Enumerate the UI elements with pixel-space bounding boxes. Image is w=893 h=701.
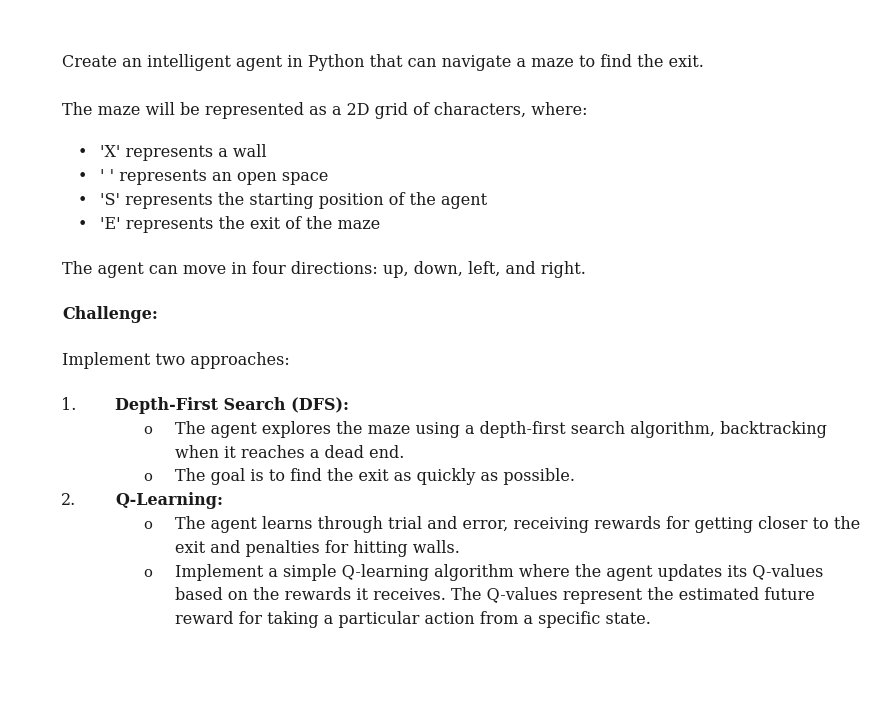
- Text: ' ' represents an open space: ' ' represents an open space: [100, 168, 329, 185]
- Text: Q-Learning:: Q-Learning:: [115, 492, 223, 509]
- Text: 'X' represents a wall: 'X' represents a wall: [100, 144, 267, 161]
- Text: when it reaches a dead end.: when it reaches a dead end.: [175, 445, 405, 462]
- Text: o: o: [144, 518, 153, 532]
- Text: The agent learns through trial and error, receiving rewards for getting closer t: The agent learns through trial and error…: [175, 516, 860, 533]
- Text: Challenge:: Challenge:: [62, 306, 158, 323]
- Text: 'E' represents the exit of the maze: 'E' represents the exit of the maze: [100, 216, 380, 233]
- Text: o: o: [144, 566, 153, 580]
- Text: Create an intelligent agent in Python that can navigate a maze to find the exit.: Create an intelligent agent in Python th…: [62, 54, 704, 71]
- Text: o: o: [144, 423, 153, 437]
- Text: The goal is to find the exit as quickly as possible.: The goal is to find the exit as quickly …: [175, 468, 575, 485]
- Text: •: •: [78, 216, 87, 233]
- Text: reward for taking a particular action from a specific state.: reward for taking a particular action fr…: [175, 611, 651, 628]
- Text: The agent can move in four directions: up, down, left, and right.: The agent can move in four directions: u…: [62, 261, 586, 278]
- Text: 1.: 1.: [61, 397, 76, 414]
- Text: 2.: 2.: [61, 492, 76, 509]
- Text: 'S' represents the starting position of the agent: 'S' represents the starting position of …: [100, 192, 487, 209]
- Text: The agent explores the maze using a depth-first search algorithm, backtracking: The agent explores the maze using a dept…: [175, 421, 827, 438]
- Text: based on the rewards it receives. The Q-values represent the estimated future: based on the rewards it receives. The Q-…: [175, 587, 814, 604]
- Text: Depth-First Search (DFS):: Depth-First Search (DFS):: [115, 397, 349, 414]
- Text: •: •: [78, 192, 87, 209]
- Text: •: •: [78, 168, 87, 185]
- Text: Implement two approaches:: Implement two approaches:: [62, 352, 289, 369]
- Text: exit and penalties for hitting walls.: exit and penalties for hitting walls.: [175, 540, 460, 557]
- Text: •: •: [78, 144, 87, 161]
- Text: Implement a simple Q-learning algorithm where the agent updates its Q-values: Implement a simple Q-learning algorithm …: [175, 564, 823, 581]
- Text: The maze will be represented as a 2D grid of characters, where:: The maze will be represented as a 2D gri…: [62, 102, 588, 119]
- Text: o: o: [144, 470, 153, 484]
